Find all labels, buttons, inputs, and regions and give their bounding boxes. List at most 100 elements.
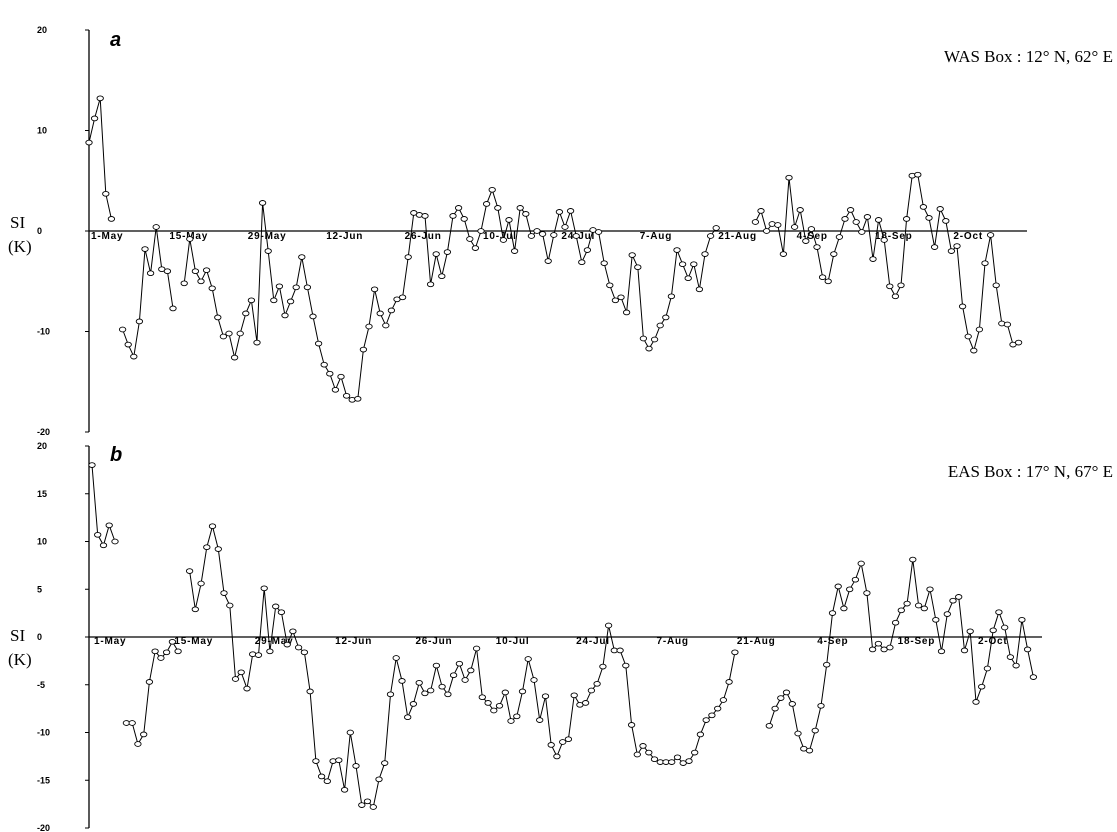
panel-a-data-point bbox=[454, 205, 463, 211]
panel-b-data-point bbox=[851, 576, 860, 583]
panel-b-x-tick-label: 29-May bbox=[255, 636, 294, 647]
panel-b-data-point bbox=[587, 687, 596, 694]
panel-b-data-point bbox=[375, 776, 383, 783]
panel-a-data-point bbox=[992, 282, 1000, 289]
panel-b-data-point bbox=[541, 693, 550, 700]
panel-b-data-point bbox=[570, 692, 578, 699]
panel-a-data-point bbox=[583, 247, 592, 253]
panel-b-data-point bbox=[794, 730, 802, 737]
panel-a-data-point bbox=[869, 256, 877, 262]
panel-a-data-point bbox=[858, 229, 866, 235]
panel-b-data-point bbox=[622, 662, 630, 669]
panel-b-data-point bbox=[398, 678, 406, 684]
panel-b-data-point bbox=[989, 627, 997, 634]
panel-a-data-point bbox=[365, 323, 373, 330]
panel-a-data-point bbox=[197, 278, 205, 285]
panel-a-data-point bbox=[813, 244, 821, 250]
panel-a-data-point bbox=[544, 258, 552, 264]
panel-a-data-point bbox=[550, 232, 558, 238]
panel-b-data-point bbox=[593, 680, 601, 687]
panel-b-data-point bbox=[530, 677, 538, 683]
panel-b-label: b bbox=[110, 444, 122, 466]
panel-b-data-point bbox=[191, 606, 199, 613]
panel-b-ylabel-bottom: (K) bbox=[8, 650, 32, 669]
panel-a-data-point bbox=[169, 305, 177, 312]
panel-a-data-point bbox=[886, 283, 894, 290]
panel-a-data-point bbox=[219, 333, 228, 340]
panel-a-data-point bbox=[270, 297, 278, 304]
panel-a-data-point bbox=[516, 205, 524, 211]
panel-a-data-point bbox=[370, 286, 379, 293]
panel-b-data-point bbox=[702, 717, 710, 723]
panel-b-y-tick-label: -20 bbox=[37, 823, 50, 832]
panel-a-data-point bbox=[208, 285, 216, 292]
panel-b-data-point bbox=[782, 689, 791, 696]
panel-b-data-point bbox=[995, 609, 1003, 616]
panel-b-data-point bbox=[955, 594, 963, 600]
panel-a-data-point bbox=[880, 237, 888, 243]
panel-b-data-point bbox=[472, 645, 481, 652]
panel-b-data-point bbox=[162, 649, 171, 656]
panel-a-x-tick-label: 10-Jul bbox=[483, 231, 517, 242]
panel-a-data-point bbox=[533, 228, 541, 234]
panel-b-data-point bbox=[358, 802, 366, 808]
panel-a-data-point bbox=[846, 207, 855, 213]
panel-b-data-point bbox=[581, 700, 590, 706]
panel-a-data-point bbox=[897, 282, 905, 289]
panel-a-data-point bbox=[830, 251, 838, 257]
panel-b-data-point bbox=[960, 647, 969, 654]
panel-a-data-point bbox=[527, 233, 536, 239]
panel-b-data-point bbox=[891, 619, 900, 626]
panel-a-x-tick-label: 1-May bbox=[91, 231, 123, 242]
panel-a-y-tick-label: 0 bbox=[37, 226, 42, 236]
panel-a-data-point bbox=[303, 284, 312, 291]
panel-b-data-point bbox=[243, 685, 251, 692]
panel-a-data-point bbox=[824, 278, 832, 285]
panel-b-data-point bbox=[846, 586, 854, 593]
panel-b-data-point bbox=[966, 628, 974, 635]
panel-a-data-point bbox=[432, 251, 440, 257]
panel-b-data-point bbox=[650, 756, 659, 763]
panel-b-data-point bbox=[765, 722, 773, 729]
panel-b-data-point bbox=[788, 701, 796, 707]
panel-b-data-point bbox=[645, 749, 653, 756]
panel-b-data-point bbox=[283, 641, 291, 648]
panel-a-data-point bbox=[947, 248, 956, 254]
panel-b-data-point bbox=[392, 655, 400, 661]
panel-a-data-point bbox=[555, 209, 564, 215]
panel-a-data-point bbox=[443, 249, 452, 255]
panel-a-data-point bbox=[942, 218, 950, 224]
panel-b-data-point bbox=[427, 687, 435, 694]
panel-b-y-tick-label: -10 bbox=[37, 728, 50, 738]
panel-b-ylabel-top: SI bbox=[10, 626, 25, 645]
panel-a-data-point bbox=[102, 190, 110, 197]
panel-a-data-point bbox=[482, 201, 491, 207]
panel-a-data-point bbox=[477, 228, 485, 234]
panel-a-data-point bbox=[566, 208, 575, 214]
panel-b-data-point bbox=[805, 747, 814, 754]
panel-b-data-point bbox=[340, 786, 349, 793]
panel-b-data-point bbox=[926, 586, 934, 593]
panel-b-data-point bbox=[352, 763, 360, 769]
panel-a-data-point bbox=[818, 274, 827, 281]
panel-b-data-point bbox=[478, 694, 486, 701]
panel-b-y-tick-label: -5 bbox=[37, 680, 45, 690]
panel-b-data-point bbox=[490, 707, 498, 714]
panel-a-data-point bbox=[337, 373, 345, 380]
panel-b-series-line bbox=[126, 640, 179, 746]
panel-b-data-point bbox=[777, 695, 785, 701]
panel-b-data-point bbox=[691, 749, 699, 756]
panel-b-data-point bbox=[254, 652, 263, 658]
panel-b-data-point bbox=[381, 760, 389, 766]
panel-a-data-point bbox=[757, 208, 765, 214]
panel-a-data-point bbox=[152, 224, 160, 230]
panel-a-data-point bbox=[286, 298, 295, 305]
panel-b-x-tick-label: 4-Sep bbox=[817, 636, 848, 647]
panel-b-data-point bbox=[231, 676, 240, 682]
panel-b-x-tick-label: 24-Jul bbox=[576, 636, 610, 647]
panel-b-x-tick-label: 15-May bbox=[174, 636, 213, 647]
panel-a-data-point bbox=[662, 314, 670, 321]
panel-a-data-point bbox=[774, 222, 782, 228]
panel-b-data-point bbox=[817, 702, 825, 709]
